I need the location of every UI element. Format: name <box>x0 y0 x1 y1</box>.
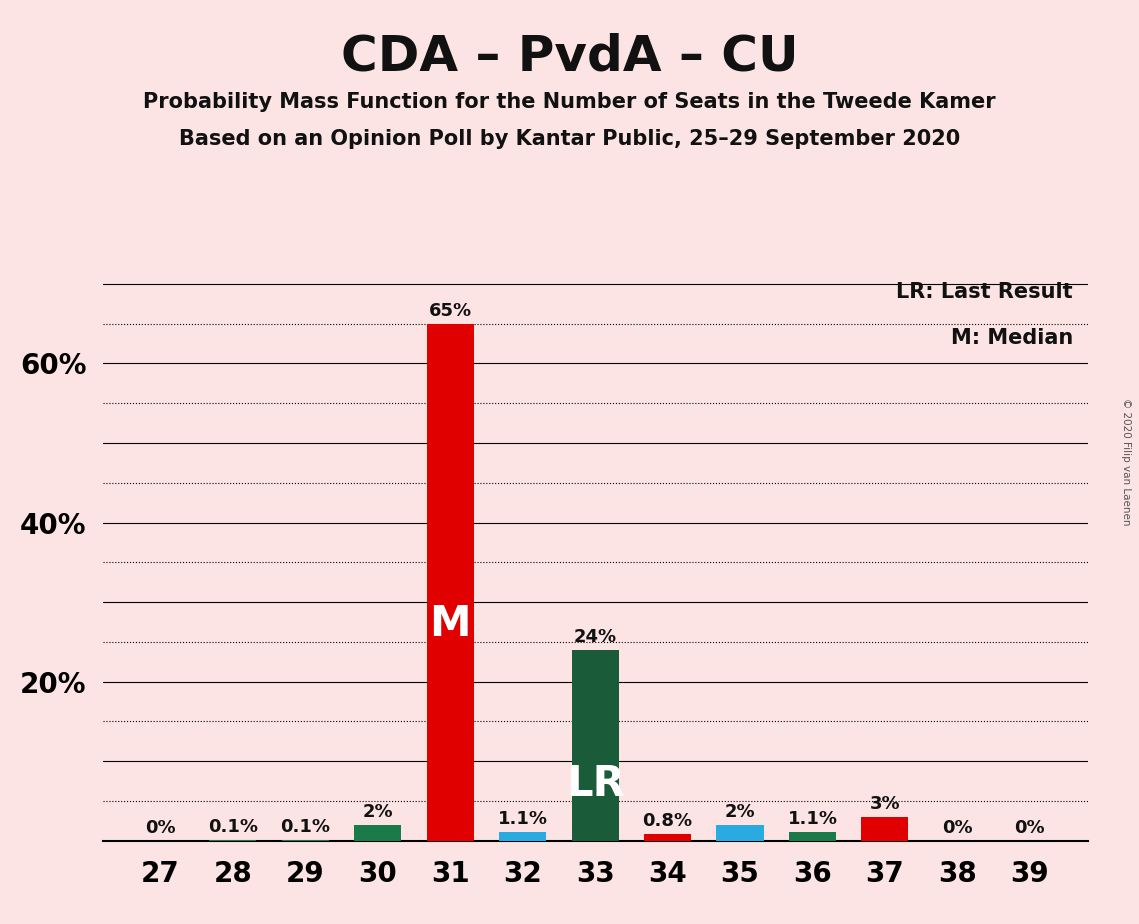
Text: 65%: 65% <box>428 301 472 320</box>
Text: 0%: 0% <box>145 819 175 837</box>
Bar <box>354 825 401 841</box>
Text: © 2020 Filip van Laenen: © 2020 Filip van Laenen <box>1121 398 1131 526</box>
Text: Probability Mass Function for the Number of Seats in the Tweede Kamer: Probability Mass Function for the Number… <box>144 92 995 113</box>
Text: CDA – PvdA – CU: CDA – PvdA – CU <box>341 32 798 80</box>
Bar <box>644 834 691 841</box>
Text: LR: LR <box>566 762 624 805</box>
Text: M: Median: M: Median <box>951 328 1073 348</box>
Text: 2%: 2% <box>362 803 393 821</box>
Text: Based on an Opinion Poll by Kantar Public, 25–29 September 2020: Based on an Opinion Poll by Kantar Publi… <box>179 129 960 150</box>
Bar <box>789 833 836 841</box>
Text: 24%: 24% <box>574 628 616 646</box>
Text: M: M <box>429 602 472 645</box>
Bar <box>716 825 763 841</box>
Bar <box>861 817 909 841</box>
Text: 1.1%: 1.1% <box>787 810 837 828</box>
Text: 0.8%: 0.8% <box>642 812 693 831</box>
Text: 0%: 0% <box>1015 819 1046 837</box>
Text: 0.1%: 0.1% <box>208 818 257 836</box>
Text: 0.1%: 0.1% <box>280 818 330 836</box>
Text: 0%: 0% <box>942 819 973 837</box>
Text: LR: Last Result: LR: Last Result <box>896 283 1073 302</box>
Text: 2%: 2% <box>724 803 755 821</box>
Bar <box>427 323 474 841</box>
Text: 3%: 3% <box>869 795 900 813</box>
Bar <box>499 833 547 841</box>
Bar <box>572 650 618 841</box>
Text: 1.1%: 1.1% <box>498 810 548 828</box>
